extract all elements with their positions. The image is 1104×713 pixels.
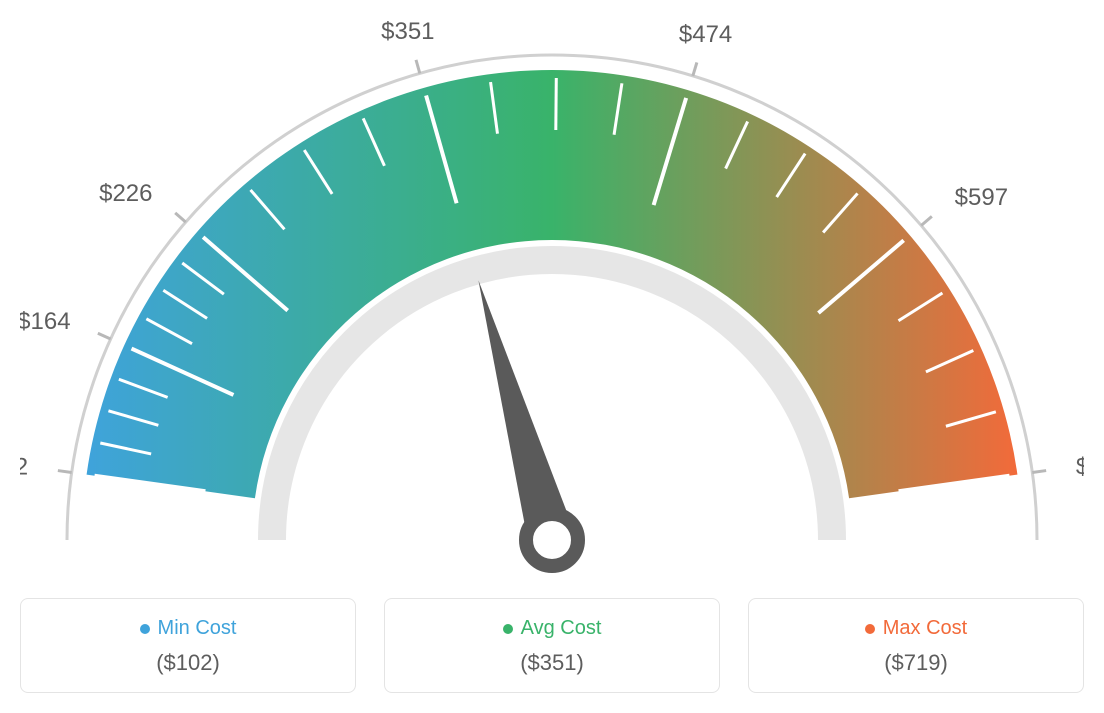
legend-label: Avg Cost (521, 617, 602, 640)
tick-label: $351 (381, 20, 434, 45)
legend-label: Max Cost (883, 617, 967, 640)
tick-label: $474 (679, 21, 732, 48)
tick-label: $597 (955, 184, 1008, 211)
tick-label: $719 (1076, 453, 1084, 480)
legend-dot-icon (865, 624, 875, 634)
legend-card: Max Cost ($719) (748, 598, 1084, 693)
outer-tick (175, 213, 186, 222)
outer-tick (98, 333, 111, 339)
outer-tick (416, 60, 420, 73)
legend-dot-icon (503, 624, 513, 634)
legend-value: ($102) (31, 650, 345, 676)
cost-gauge: $102 $164 $226 $351 $474 $597 $719 (20, 20, 1084, 580)
legend-label: Min Cost (158, 617, 237, 640)
legend-dot-icon (140, 624, 150, 634)
gauge-svg: $102 $164 $226 $351 $474 $597 $719 (20, 20, 1084, 580)
legend-title: Avg Cost (503, 617, 602, 640)
legend-value: ($351) (395, 650, 709, 676)
tick-label: $164 (20, 308, 71, 335)
outer-tick (1032, 471, 1046, 473)
tick-label: $226 (99, 180, 152, 207)
gauge-color-ring (87, 70, 1018, 498)
tick-label: $102 (20, 453, 28, 480)
needle-hub (526, 514, 578, 566)
legend-title: Max Cost (865, 617, 967, 640)
outer-tick (921, 216, 932, 225)
legend-title: Min Cost (140, 617, 237, 640)
legend-row: Min Cost ($102) Avg Cost ($351) Max Cost ($71… (20, 598, 1084, 693)
outer-tick (58, 471, 72, 473)
gauge-needle (478, 280, 575, 546)
legend-card: Min Cost ($102) (20, 598, 356, 693)
legend-value: ($719) (759, 650, 1073, 676)
outer-tick (693, 62, 697, 75)
legend-card: Avg Cost ($351) (384, 598, 720, 693)
